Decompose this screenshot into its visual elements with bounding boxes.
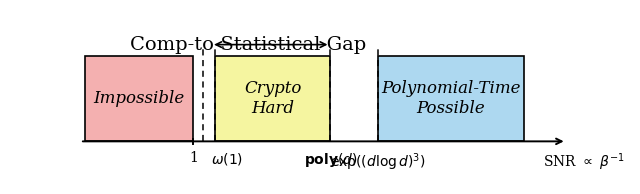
Text: Impossible: Impossible <box>93 90 185 107</box>
Text: $\exp((d\log d)^3)$: $\exp((d\log d)^3)$ <box>330 151 426 173</box>
Text: Polynomial-Time
Possible: Polynomial-Time Possible <box>381 80 520 117</box>
Text: $\omega(1)$: $\omega(1)$ <box>211 151 243 167</box>
Bar <box>84 56 193 141</box>
Text: Crypto
Hard: Crypto Hard <box>244 80 301 117</box>
Bar <box>214 56 330 141</box>
Text: 1: 1 <box>189 151 198 165</box>
Text: Comp-to-Statistical Gap: Comp-to-Statistical Gap <box>129 36 366 54</box>
Text: SNR $\propto$ $\beta^{-1}$: SNR $\propto$ $\beta^{-1}$ <box>543 151 625 173</box>
Text: ${\bf poly}(d)$: ${\bf poly}(d)$ <box>303 151 357 169</box>
Bar <box>378 56 524 141</box>
